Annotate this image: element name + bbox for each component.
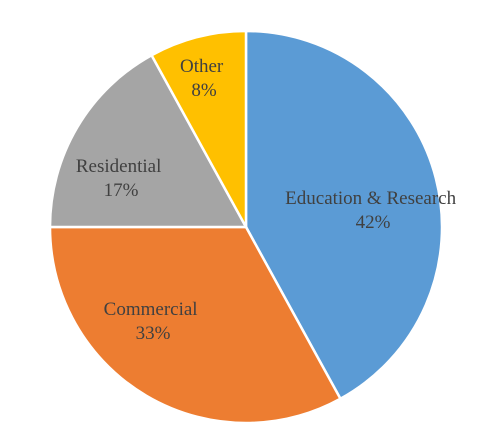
label-residential-pct: 17% <box>104 180 139 201</box>
label-commercial-name: Commercial <box>104 299 198 320</box>
label-other-name: Other <box>180 56 224 77</box>
label-residential-name: Residential <box>76 156 161 177</box>
label-education-research: Education & Research 42% <box>285 188 461 233</box>
label-other-pct: 8% <box>191 80 217 101</box>
pie-slice-other <box>149 29 248 228</box>
label-commercial-pct: 33% <box>136 323 171 344</box>
label-education-research-name: Education & Research <box>285 188 456 209</box>
label-education-research-pct: 42% <box>356 212 391 233</box>
label-commercial: Commercial 33% <box>104 299 203 344</box>
pie-slice-commercial <box>48 225 343 425</box>
pie-slices <box>48 29 444 425</box>
label-residential: Residential 17% <box>76 156 166 201</box>
pie-slice-education-research <box>244 29 444 401</box>
pie-slice-residential <box>48 53 249 229</box>
label-other: Other 8% <box>180 56 228 101</box>
